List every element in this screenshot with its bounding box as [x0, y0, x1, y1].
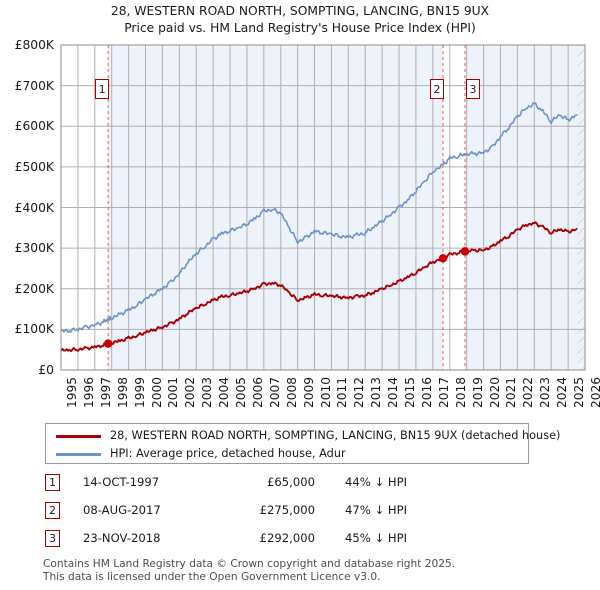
legend-item-price-paid: 28, WESTERN ROAD NORTH, SOMPTING, LANCIN…	[46, 426, 560, 446]
marker-dot-3	[460, 247, 470, 256]
legend-label-price-paid: 28, WESTERN ROAD NORTH, SOMPTING, LANCIN…	[110, 429, 561, 442]
y-tick-label: £700K	[14, 78, 54, 93]
row-date: 08-AUG-2017	[83, 503, 161, 517]
marker-flag-2: 2	[430, 79, 444, 99]
row-price: £65,000	[267, 475, 315, 489]
x-tick-label: 2014	[386, 376, 401, 408]
x-tick-label: 1995	[65, 376, 79, 408]
transaction-marker-dots	[103, 247, 470, 348]
title-line-2: Price paid vs. HM Land Registry's House …	[124, 21, 476, 35]
x-tick-label: 2010	[318, 376, 333, 408]
row-date: 14-OCT-1997	[83, 475, 160, 489]
x-tick-label: 2016	[419, 376, 434, 408]
marker-flag-1: 1	[95, 79, 110, 99]
x-tick-label: 2017	[436, 376, 451, 408]
marker-dot-1	[103, 339, 113, 348]
row-hpi-delta: 44% ↓ HPI	[345, 475, 407, 489]
row-marker-badge: 2	[45, 502, 60, 519]
y-tick-label: £100K	[14, 322, 54, 337]
y-axis-labels: £0 £100K £200K £300K £400K £500K £600K £700K £80…	[0, 0, 54, 420]
row-price: £292,000	[259, 531, 315, 545]
x-tick-label: 2000	[149, 376, 164, 408]
data-series	[61, 102, 578, 353]
y-tick-label: £600K	[14, 119, 54, 134]
x-tick-label: 2020	[487, 376, 502, 408]
x-tick-label: 2013	[369, 376, 384, 408]
gridlines	[60, 44, 586, 371]
x-tick-label: 2004	[217, 376, 232, 408]
row-marker-badge: 3	[45, 530, 60, 547]
row-hpi-delta: 45% ↓ HPI	[345, 531, 407, 545]
x-tick-label: 2012	[352, 376, 367, 408]
x-tick-label: 2009	[301, 376, 316, 408]
attribution-footer: Contains HM Land Registry data © Crown c…	[43, 558, 583, 583]
x-tick-label: 2001	[166, 376, 181, 408]
price-hpi-chart: £0 £100K £200K £300K £400K £500K £600K £700K £80…	[0, 0, 600, 420]
x-tick-label: 1999	[132, 376, 147, 408]
chart-canvas	[60, 44, 586, 371]
x-axis-labels: 1995 1996 1997 1998 1999 2000 2001 2002 2003 2004…	[65, 376, 600, 408]
x-tick-label: 2023	[538, 376, 553, 408]
footer-line-2: This data is licensed under the Open Gov…	[43, 570, 381, 583]
legend-item-hpi: HPI: Average price, detached house, Adur	[46, 444, 528, 464]
hpi-line	[61, 102, 578, 334]
footer-line-1: Contains HM Land Registry data © Crown c…	[43, 558, 456, 570]
transaction-marker-lines	[107, 45, 466, 370]
x-tick-label: 2006	[250, 376, 265, 408]
x-tick-label: 2021	[504, 376, 519, 408]
row-hpi-delta: 47% ↓ HPI	[345, 503, 407, 517]
legend-label-hpi: HPI: Average price, detached house, Adur	[110, 447, 346, 460]
table-row: 2 08-AUG-2017 £275,000 47% ↓ HPI	[45, 499, 465, 527]
page-title: 28, WESTERN ROAD NORTH, SOMPTING, LANCIN…	[0, 3, 600, 37]
title-line-1: 28, WESTERN ROAD NORTH, SOMPTING, LANCIN…	[110, 4, 490, 18]
y-tick-label: £200K	[14, 281, 54, 296]
x-tick-label: 2025	[572, 376, 587, 408]
legend-swatch-price-paid	[56, 435, 101, 438]
y-tick-label: £500K	[14, 159, 54, 174]
x-tick-label: 2007	[267, 376, 282, 408]
y-tick-label: £0	[38, 363, 54, 377]
x-tick-label: 2019	[470, 376, 485, 408]
row-price: £275,000	[259, 503, 315, 517]
x-tick-label: 2003	[200, 376, 215, 408]
x-tick-label: 1998	[115, 376, 130, 408]
x-tick-label: 2005	[234, 376, 249, 408]
price-paid-line	[61, 221, 578, 353]
transactions-table: 1 14-OCT-1997 £65,000 44% ↓ HPI 2 08-AUG…	[45, 471, 465, 555]
y-tick-label: £400K	[14, 200, 54, 215]
x-tick-label: 2011	[335, 376, 350, 408]
x-tick-label: 2022	[521, 376, 536, 408]
table-row: 3 23-NOV-2018 £292,000 45% ↓ HPI	[45, 527, 465, 555]
row-date: 23-NOV-2018	[83, 531, 161, 545]
chart-legend: 28, WESTERN ROAD NORTH, SOMPTING, LANCIN…	[45, 423, 560, 464]
y-tick-label: £300K	[14, 241, 54, 256]
y-tick-label: £800K	[14, 38, 54, 52]
x-tick-label: 2026	[589, 376, 600, 408]
row-marker-badge: 1	[45, 474, 60, 491]
x-tick-label: 2018	[453, 376, 468, 408]
plot-border	[60, 44, 586, 371]
x-tick-label: 2002	[183, 376, 198, 408]
x-tick-label: 2008	[284, 376, 299, 408]
x-tick-label: 1997	[98, 376, 113, 408]
marker-flag-3: 3	[465, 79, 480, 99]
x-tick-label: 2024	[555, 376, 570, 408]
x-tick-label: 1996	[81, 376, 96, 408]
legend-swatch-hpi	[56, 453, 101, 456]
marker-dot-2	[438, 254, 448, 263]
table-row: 1 14-OCT-1997 £65,000 44% ↓ HPI	[45, 471, 465, 499]
x-tick-label: 2015	[403, 376, 418, 408]
